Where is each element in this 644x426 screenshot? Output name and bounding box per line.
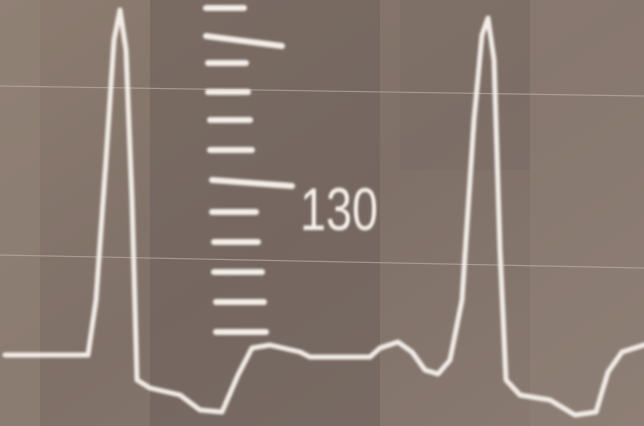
page: 130 (() => { const data = JSON.parse(doc… bbox=[0, 0, 644, 426]
monitor-photo: 130 bbox=[0, 0, 644, 426]
scale-label: 130 bbox=[300, 176, 378, 243]
screen-edge bbox=[0, 0, 40, 426]
screen-reflection bbox=[530, 0, 644, 426]
screen-reflection bbox=[400, 0, 530, 170]
